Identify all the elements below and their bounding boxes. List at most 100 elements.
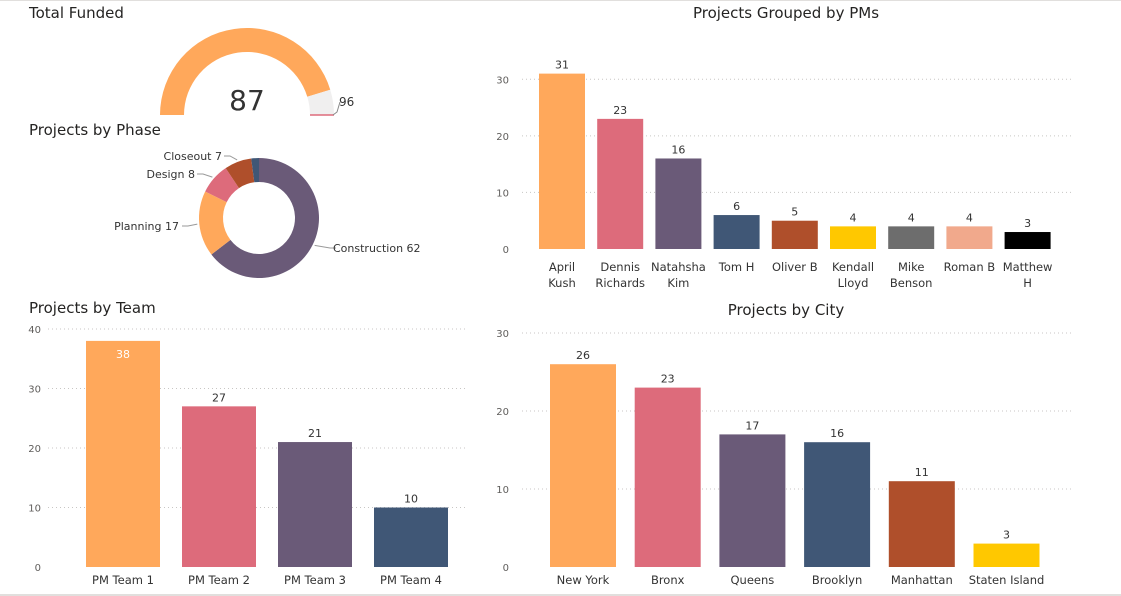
pms-category-label: Tom H [718,260,755,274]
city-bar-chart: 0 10 20 30 26 New York 23 Bronx 17 Queens 16 Brookl… [496,329,1072,587]
pms-category-label: Lloyd [838,276,869,290]
city-data-label: 16 [830,427,844,440]
pms-y-tick-label: 10 [496,188,509,199]
total-funded-panel: Total Funded 87 96 [0,0,470,120]
team-y-tick-label: 0 [35,563,41,574]
pms-y-tick-label: 0 [503,245,509,256]
pms-bar[interactable] [830,226,876,249]
phase-slice-label: Design 8 [147,168,195,181]
phase-leader-line [182,223,198,227]
city-y-tick-label: 0 [503,563,509,574]
city-title: Projects by City [727,301,845,319]
pms-data-label: 5 [791,206,798,219]
pms-y-tick-label: 20 [496,132,509,143]
team-data-label: 21 [308,427,322,440]
city-bar[interactable] [804,442,871,567]
pms-bar[interactable] [597,118,644,249]
city-data-label: 3 [1003,529,1010,542]
pms-category-label: Kush [548,276,576,290]
pms-category-label: Roman B [944,260,996,274]
team-bar[interactable] [278,442,352,567]
city-y-tick-label: 30 [496,329,509,340]
phase-leader-line [224,155,238,161]
phase-donut-slice[interactable] [211,158,320,278]
city-bar[interactable] [719,434,786,567]
pms-data-label: 4 [966,211,973,224]
pms-category-label: April [549,260,575,274]
pms-bar-chart: 0 10 20 30 31 April Kush 23 Dennis Richards 16 Nata… [496,59,1072,290]
city-data-label: 17 [745,419,759,432]
phase-panel: Projects by Phase Construction 62 Plannin… [0,118,470,293]
phase-slice-label: Planning 17 [114,220,179,233]
city-category-label: Bronx [651,573,685,587]
pms-category-label: Kim [667,276,689,290]
pms-y-tick-label: 30 [496,75,509,86]
team-category-label: PM Team 4 [380,573,442,587]
phase-donut-chart: Construction 62 Planning 17 Design 8 Closeo… [114,150,421,278]
total-funded-title: Total Funded [29,4,124,22]
pms-data-label: 3 [1024,217,1031,230]
pms-data-label: 6 [733,200,740,213]
team-y-tick-label: 30 [28,385,41,396]
city-category-label: Queens [731,573,775,587]
phase-donut-slice[interactable] [225,158,255,189]
team-bar-chart: 0 10 20 30 40 38 PM Team 1 27 PM Team 2 21 PM Team… [28,325,468,587]
team-category-label: PM Team 2 [188,573,250,587]
pms-category-label: Oliver B [772,260,818,274]
city-category-label: New York [557,573,610,587]
pms-category-label: H [1023,276,1032,290]
phase-donut-slice[interactable] [205,168,239,203]
city-bar[interactable] [634,387,701,567]
pms-bar[interactable] [655,158,702,249]
bottom-border [0,594,1121,596]
city-data-label: 26 [576,349,590,362]
pms-bar[interactable] [539,73,585,250]
city-data-label: 11 [915,466,929,479]
phase-donut-slice[interactable] [251,158,259,183]
pms-category-label: Mike [898,260,924,274]
team-bar[interactable] [86,340,160,567]
city-bar[interactable] [550,364,616,567]
gauge-max-leader [332,101,341,116]
pms-bar[interactable] [771,220,818,249]
pms-data-label: 4 [850,211,857,224]
gauge-remaining-arc [307,89,334,115]
pms-bar[interactable] [713,215,760,249]
phase-leader-line [314,244,336,249]
city-bar[interactable] [888,481,955,567]
pms-category-label: Benson [890,276,933,290]
phase-slice-label: Construction 62 [333,242,421,255]
pms-data-label: 4 [908,211,915,224]
phase-title: Projects by Phase [29,121,161,139]
team-bar[interactable] [374,507,448,568]
top-border [0,0,1121,1]
city-y-tick-label: 10 [496,485,509,496]
pms-title: Projects Grouped by PMs [692,4,880,22]
team-category-label: PM Team 1 [92,573,154,587]
gauge-max-label: 96 [339,95,354,109]
gauge-value-label: 87 [229,84,265,117]
team-data-label: 38 [116,348,130,361]
city-category-label: Staten Island [969,573,1045,587]
team-y-tick-label: 20 [28,444,41,455]
pms-bar[interactable] [888,226,935,249]
team-y-tick-label: 40 [28,325,41,336]
city-y-tick-label: 20 [496,407,509,418]
city-category-label: Brooklyn [812,573,862,587]
gauge-value-arc[interactable] [160,27,331,115]
city-category-label: Manhattan [891,573,953,587]
pms-bar[interactable] [946,226,993,249]
team-title: Projects by Team [29,299,156,317]
pms-category-label: Kendall [832,260,874,274]
city-data-label: 23 [661,373,675,386]
city-panel: Projects by City 0 10 20 30 26 New York 23 Bron… [480,296,1121,592]
team-y-tick-label: 10 [28,504,41,515]
pms-data-label: 31 [555,59,569,72]
pms-data-label: 16 [671,143,685,156]
phase-donut-slice[interactable] [199,191,231,255]
pms-panel: Projects Grouped by PMs 0 10 20 30 31 April Ku… [480,0,1121,295]
city-bar[interactable] [973,543,1040,567]
team-bar[interactable] [182,406,256,567]
pms-bar[interactable] [1004,232,1051,249]
team-category-label: PM Team 3 [284,573,346,587]
